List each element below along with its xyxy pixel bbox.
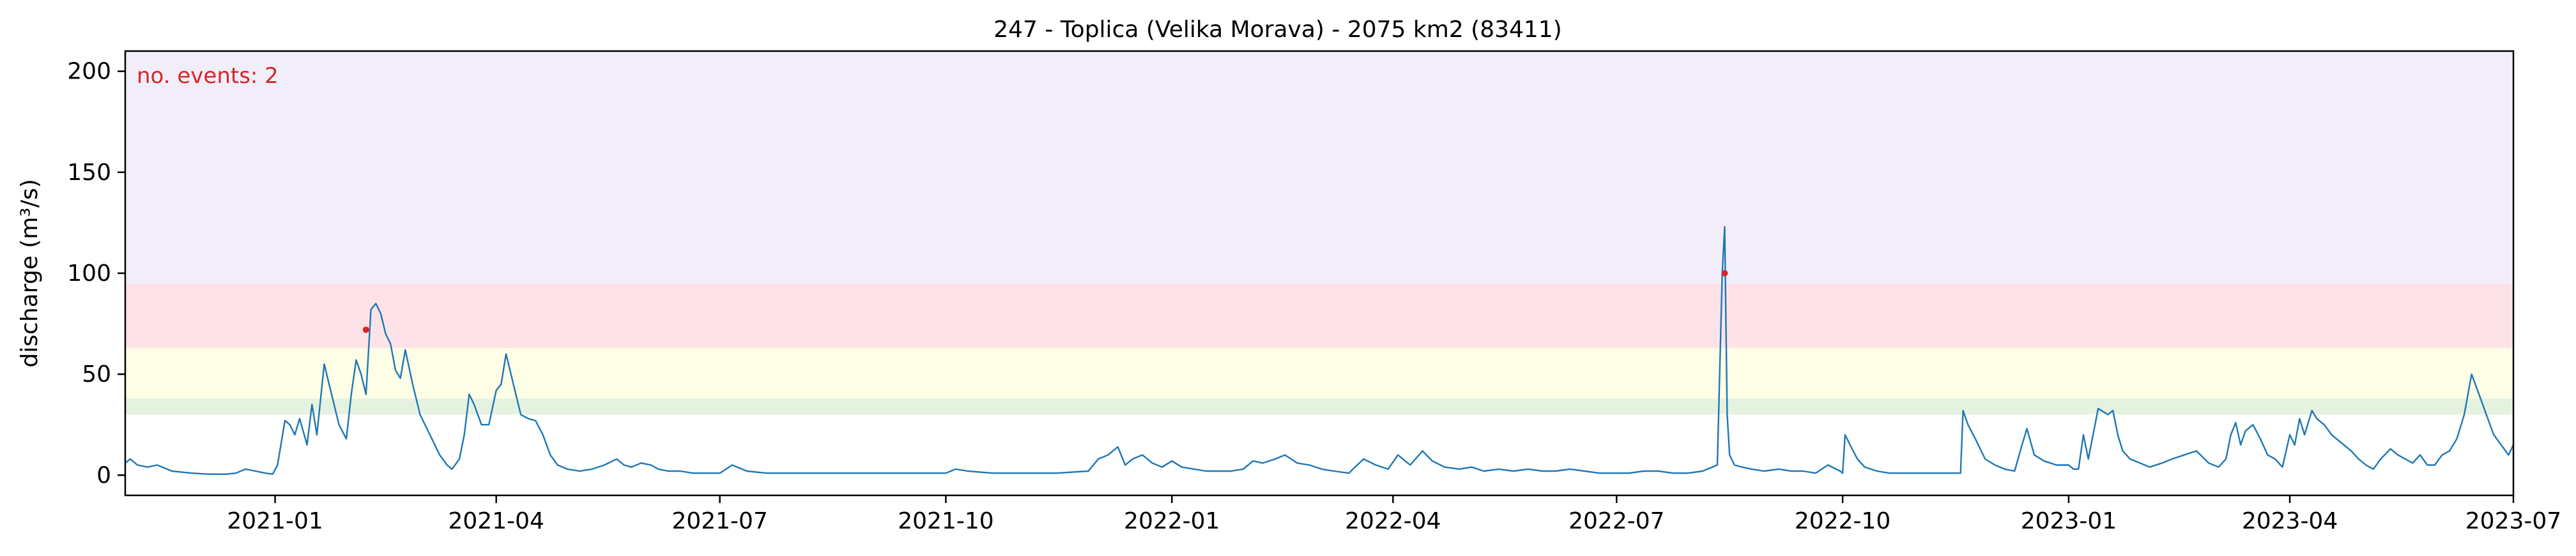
threshold-band [125,398,2513,415]
x-tick-label: 2021-04 [448,508,544,534]
x-axis: 2021-01 2021-04 2021-07 2021-10 2022-01 2022-… [227,495,2561,534]
x-tick-label: 2023-01 [2021,508,2117,534]
events-annotation: no. events: 2 [137,63,279,89]
y-tick-label: 0 [96,462,111,488]
x-tick-label: 2022-10 [1795,508,1890,534]
x-tick-label: 2022-01 [1124,508,1220,534]
x-tick-label: 2021-10 [898,508,993,534]
x-tick-label: 2021-01 [227,508,323,534]
x-tick-label: 2022-04 [1345,508,1441,534]
series-lines [125,226,2515,475]
y-tick-label: 200 [67,59,111,85]
event-point [1721,270,1728,276]
x-tick-label: 2023-07 [2465,508,2561,534]
chart-title: 247 - Toplica (Velika Morava) - 2075 km2… [993,17,1562,43]
x-tick-label: 2023-04 [2242,508,2338,534]
threshold-band [125,283,2513,349]
y-tick-label: 50 [82,361,111,387]
y-axis: 0 50 100 150 200 [67,59,125,488]
threshold-band [125,348,2513,399]
y-tick-label: 100 [67,260,111,287]
x-tick-label: 2021-07 [671,508,767,534]
series-line [125,226,2515,475]
y-tick-label: 150 [67,160,111,186]
threshold-bands [125,51,2513,415]
threshold-band [125,51,2513,283]
x-tick-label: 2022-07 [1568,508,1664,534]
y-axis-label: discharge (m³/s) [17,179,43,367]
event-point [362,326,369,333]
event-markers [362,270,1728,333]
